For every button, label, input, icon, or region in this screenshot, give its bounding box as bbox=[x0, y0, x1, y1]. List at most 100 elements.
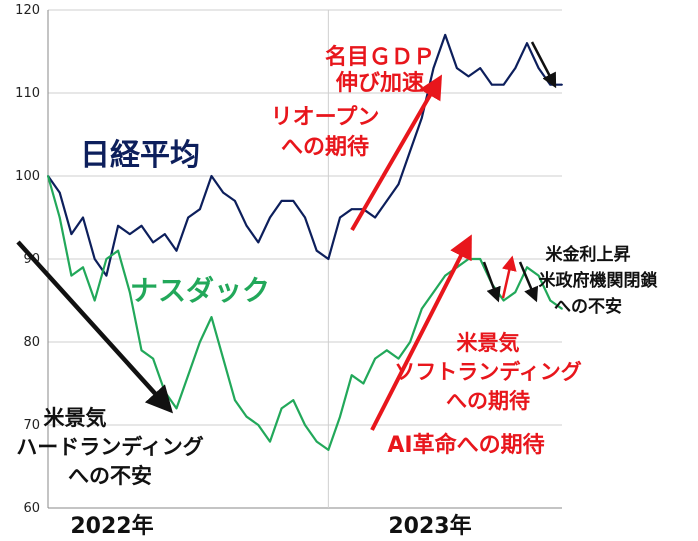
annotation-4-line-2: への不安 bbox=[68, 464, 152, 488]
point-1-22 bbox=[304, 424, 306, 426]
point-0-33 bbox=[432, 67, 435, 69]
arrow-3 bbox=[501, 255, 517, 299]
point-0-34 bbox=[444, 34, 447, 36]
annotations: 名目ＧＤＰ伸び加速リオープンへの期待米景気ソフトランディングへの期待AI革命への… bbox=[16, 44, 658, 488]
point-1-24 bbox=[327, 449, 330, 451]
annotation-1: リオープンへの期待 bbox=[271, 105, 380, 160]
arrow-2 bbox=[482, 261, 501, 303]
point-0-2 bbox=[70, 233, 73, 236]
point-1-34 bbox=[444, 274, 447, 277]
annotation-2-line-2: への期待 bbox=[446, 389, 530, 413]
point-0-42 bbox=[537, 67, 540, 69]
point-1-4 bbox=[93, 299, 96, 302]
point-0-38 bbox=[491, 83, 493, 86]
annotation-5-line-0: 米金利上昇 bbox=[546, 244, 631, 265]
point-0-26 bbox=[350, 208, 353, 211]
point-1-27 bbox=[362, 382, 365, 385]
point-1-17 bbox=[245, 415, 248, 418]
point-1-40 bbox=[514, 291, 517, 294]
point-0-14 bbox=[210, 175, 213, 177]
point-1-15 bbox=[222, 357, 225, 360]
point-1-31 bbox=[409, 341, 411, 343]
point-1-42 bbox=[537, 274, 540, 277]
y-tick-70: 70 bbox=[23, 418, 40, 433]
point-1-7 bbox=[128, 291, 131, 294]
point-1-20 bbox=[280, 407, 283, 410]
point-1-36 bbox=[467, 258, 470, 260]
annotation-0-line-0: 名目ＧＤＰ bbox=[325, 44, 435, 70]
point-0-29 bbox=[385, 200, 388, 202]
point-0-9 bbox=[152, 241, 155, 244]
point-0-21 bbox=[292, 200, 295, 202]
point-1-41 bbox=[526, 266, 528, 269]
point-1-12 bbox=[187, 374, 190, 377]
point-0-12 bbox=[187, 216, 190, 219]
series-lines bbox=[46, 33, 563, 451]
point-1-21 bbox=[292, 399, 295, 401]
annotation-4-line-0: 米景気 bbox=[44, 406, 107, 430]
point-0-6 bbox=[117, 224, 119, 227]
point-1-9 bbox=[152, 357, 155, 360]
point-1-44 bbox=[561, 307, 563, 310]
point-1-5 bbox=[105, 258, 108, 260]
point-0-41 bbox=[526, 42, 528, 45]
y-tick-100: 100 bbox=[15, 169, 40, 184]
point-1-1 bbox=[58, 216, 61, 219]
point-0-44 bbox=[561, 83, 563, 86]
annotation-arrows bbox=[16, 41, 557, 431]
annotation-4: 米景気ハードランディングへの不安 bbox=[16, 406, 204, 488]
arrow-6 bbox=[16, 240, 174, 414]
point-1-28 bbox=[374, 357, 376, 360]
y-tick-60: 60 bbox=[23, 501, 40, 516]
annotation-1-line-1: への期待 bbox=[281, 134, 369, 160]
point-0-11 bbox=[175, 249, 178, 252]
point-1-37 bbox=[479, 258, 482, 260]
point-1-6 bbox=[117, 249, 119, 252]
point-1-18 bbox=[257, 424, 260, 426]
point-0-32 bbox=[420, 117, 423, 119]
point-0-18 bbox=[257, 241, 260, 244]
y-tick-80: 80 bbox=[23, 335, 40, 350]
annotation-0: 名目ＧＤＰ伸び加速 bbox=[325, 44, 435, 96]
point-1-16 bbox=[234, 399, 236, 401]
point-0-40 bbox=[514, 67, 517, 69]
point-0-10 bbox=[163, 233, 166, 236]
arrow-0 bbox=[350, 74, 443, 232]
point-1-30 bbox=[397, 357, 400, 360]
arrow-1 bbox=[370, 234, 472, 431]
point-0-8 bbox=[140, 224, 143, 227]
point-0-30 bbox=[397, 183, 400, 186]
point-1-33 bbox=[432, 291, 435, 294]
annotation-4-line-1: ハードランディング bbox=[16, 435, 204, 459]
point-0-17 bbox=[245, 224, 248, 227]
annotation-5-line-2: への不安 bbox=[554, 296, 622, 317]
point-1-3 bbox=[82, 266, 84, 269]
y-tick-110: 110 bbox=[15, 86, 40, 101]
point-1-0 bbox=[47, 175, 49, 177]
point-1-25 bbox=[339, 415, 341, 418]
annotation-2-line-1: ソフトランディング bbox=[394, 360, 582, 384]
point-0-1 bbox=[58, 191, 61, 194]
point-0-35 bbox=[456, 67, 458, 69]
point-1-26 bbox=[350, 374, 353, 377]
point-1-39 bbox=[502, 299, 505, 302]
point-0-3 bbox=[82, 216, 84, 219]
point-1-23 bbox=[315, 440, 318, 443]
x-label-0: 2022年 bbox=[70, 513, 153, 539]
point-0-15 bbox=[222, 191, 225, 194]
arrow-5 bbox=[530, 41, 557, 89]
point-0-36 bbox=[467, 75, 470, 78]
point-0-37 bbox=[479, 67, 482, 69]
point-0-22 bbox=[304, 216, 306, 219]
series-group bbox=[46, 33, 563, 451]
annotation-1-line-0: リオープン bbox=[271, 105, 380, 130]
annotation-3-line-0: AI革命への期待 bbox=[387, 432, 544, 458]
point-1-43 bbox=[549, 299, 552, 302]
point-0-28 bbox=[374, 216, 376, 219]
annotation-2-line-0: 米景気 bbox=[457, 331, 520, 355]
annotation-2: 米景気ソフトランディングへの期待 bbox=[394, 331, 582, 413]
x-label-1: 2023年 bbox=[388, 513, 471, 539]
point-0-31 bbox=[409, 150, 411, 153]
point-0-16 bbox=[234, 200, 236, 202]
